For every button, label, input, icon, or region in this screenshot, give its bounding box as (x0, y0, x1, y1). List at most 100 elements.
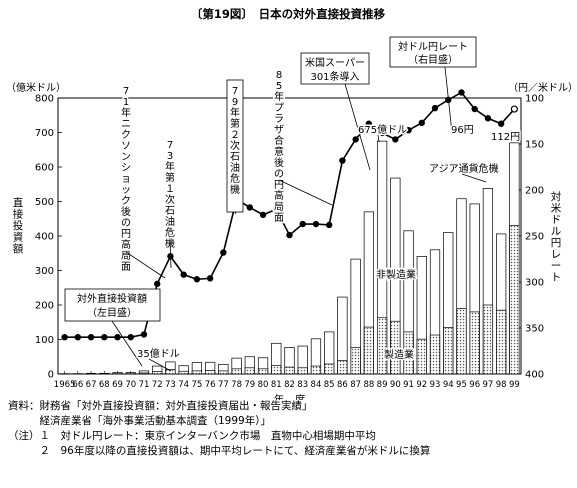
yen-rate-point (114, 334, 121, 341)
annotation-1971-nixon-shock-char: 円 (121, 229, 131, 240)
y-right-axis-label-char: ド (551, 214, 562, 226)
y-right-axis-label-char: ー (551, 260, 562, 272)
annotation-1979-oil-crisis-char: 危 (230, 173, 240, 185)
x-tick-label: 86 (337, 380, 348, 390)
annotation-1971-nixon-shock-char: 面 (121, 262, 131, 273)
y-left-axis-label: 直接投資額 (11, 195, 25, 257)
annotation-1973-oil-crisis-char: 年 (165, 160, 175, 173)
x-tick-label: 95 (456, 380, 467, 390)
annotation-1971-nixon-shock-char: ョ (121, 174, 131, 185)
note-line-2: ２ 96年度以降の直接投資額は、期中平均レートにて、経済産業省が米ドルに換算 (8, 445, 431, 457)
annotation-1985-plaza-accord-char: 高 (274, 189, 284, 202)
source-notes: 資料：財務省「対外直接投資額：対外直接投資届出・報告実績」 経済産業省「海外事業… (8, 399, 573, 459)
x-tick-label: 76 (205, 380, 216, 390)
y-left-axis-label-char: 投 (13, 219, 24, 232)
annotation-1979-oil-crisis-char: 機 (230, 183, 240, 196)
manufacturing-bar (429, 334, 441, 375)
manufacturing-bar (271, 365, 282, 375)
annotation-1971-nixon-shock-char: ク (121, 129, 131, 141)
x-tick-label: 98 (496, 380, 507, 390)
yen-rate-point (405, 126, 412, 134)
annotation-1973-oil-crisis-char: 危 (165, 227, 175, 239)
manufacturing-bar (218, 370, 229, 375)
x-tick-label: 68 (99, 380, 110, 390)
y-right-tick-label: 350 (525, 324, 544, 335)
y-left-tick-label: 400 (35, 232, 54, 243)
y-left-tick-label: 700 (35, 128, 54, 139)
manufacturing-bar (456, 308, 467, 375)
annotation-super301-line2: 301条導入 (310, 70, 359, 83)
x-tick-label: 92 (416, 380, 427, 390)
annotation-1973-oil-crisis-char: 第 (165, 171, 175, 184)
annotation-1971-nixon-shock-char: ク (121, 195, 131, 207)
annotation-112-yen: 112円 (491, 132, 520, 143)
leader-asia (461, 173, 487, 183)
annotation-1971-nixon-shock-char: 高 (121, 238, 131, 251)
leader-1973 (169, 239, 172, 269)
y-left-axis-label-char: 接 (13, 208, 24, 221)
source-line-1: 資料：財務省「対外直接投資額：対外直接投資届出・報告実績」 (8, 400, 313, 412)
y-left-tick-label: 100 (35, 335, 54, 346)
annotation-1971-nixon-shock-char: 7 (123, 86, 129, 97)
annotation-1973-oil-crisis-char: 油 (165, 215, 175, 228)
manufacturing-bar (310, 365, 322, 375)
annotation-1973-oil-crisis-char: 次 (165, 193, 175, 206)
yen-rate-point (418, 119, 425, 127)
x-tick-label: 83 (297, 380, 308, 390)
x-tick-label: 93 (430, 380, 441, 390)
x-tick-label: 97 (483, 380, 494, 390)
manufacturing-bar (403, 331, 414, 375)
y-right-axis-label-char: 円 (551, 237, 562, 249)
left-unit-label: （億米ドル） (6, 81, 66, 94)
y-left-axis-label-char: 資 (13, 232, 24, 244)
y-right-tick-label: 400 (525, 370, 544, 381)
fdi-label-box (64, 288, 161, 322)
annotation-1985-plaza-accord-char: 合 (274, 134, 284, 147)
fdi-chart: 〔第19図〕 日本の対外直接投資推移 （億米ドル） （円／米ドル） 0 100 20… (6, 7, 577, 400)
manufacturing-bar (469, 311, 480, 375)
annotation-1971-nixon-shock-char: の (121, 218, 131, 229)
yen-rate-point (325, 221, 333, 229)
rate-label-box (389, 36, 477, 68)
y-left-tick-label: 600 (35, 163, 54, 174)
annotation-1973-oil-crisis-char: １ (165, 184, 175, 195)
yen-rate-point (286, 231, 293, 239)
yen-rate-point (365, 120, 373, 127)
x-tick-label: 77 (218, 380, 229, 390)
yen-rate-point (273, 206, 280, 213)
manufacturing-bar (376, 317, 388, 375)
yen-rate-point (246, 204, 254, 211)
x-tick-label: 67 (86, 380, 97, 390)
x-tick-label: 75 (191, 380, 202, 390)
manufacturing-bar (257, 368, 269, 375)
annotation-1979-oil-crisis-char: 石 (230, 152, 240, 163)
annotation-1985-plaza-accord-char: ラ (274, 113, 284, 125)
yen-rate-point (458, 89, 465, 96)
yen-rate-point (484, 115, 492, 122)
yen-rate-point (127, 334, 134, 341)
annotation-1985-plaza-accord-char: 後 (274, 156, 284, 169)
yen-rate-point (193, 276, 201, 283)
annotation-1971-nixon-shock-char: 局 (121, 250, 131, 262)
annotation-1971-nixon-shock-char: ニ (121, 119, 131, 130)
annotation-1985-plaza-accord-char: 円 (274, 180, 284, 191)
annotation-1979-oil-crisis-char: 第 (230, 117, 240, 130)
annotation-1985-plaza-accord-char: 8 (276, 70, 282, 81)
x-tick-label: 94 (443, 380, 454, 390)
annotation-96-yen: 96円 (451, 125, 474, 136)
annotation-1985-plaza-accord-char: 局 (274, 201, 284, 213)
leader-rate-label (444, 66, 453, 134)
yen-rate-point (392, 136, 399, 143)
annotation-1979-oil-crisis-char: 9 (232, 97, 238, 108)
annotation-1971-nixon-shock-char: 1 (123, 97, 129, 108)
x-tick-label: 74 (178, 380, 189, 390)
y-left-axis-label-char: 直 (13, 196, 24, 209)
yen-rate-point (259, 211, 267, 219)
annotation-1979-oil-crisis-char: 7 (232, 86, 238, 97)
leader-super301 (344, 83, 371, 171)
x-tick-label: 82 (284, 380, 295, 390)
x-tick-label: 71 (139, 380, 150, 390)
